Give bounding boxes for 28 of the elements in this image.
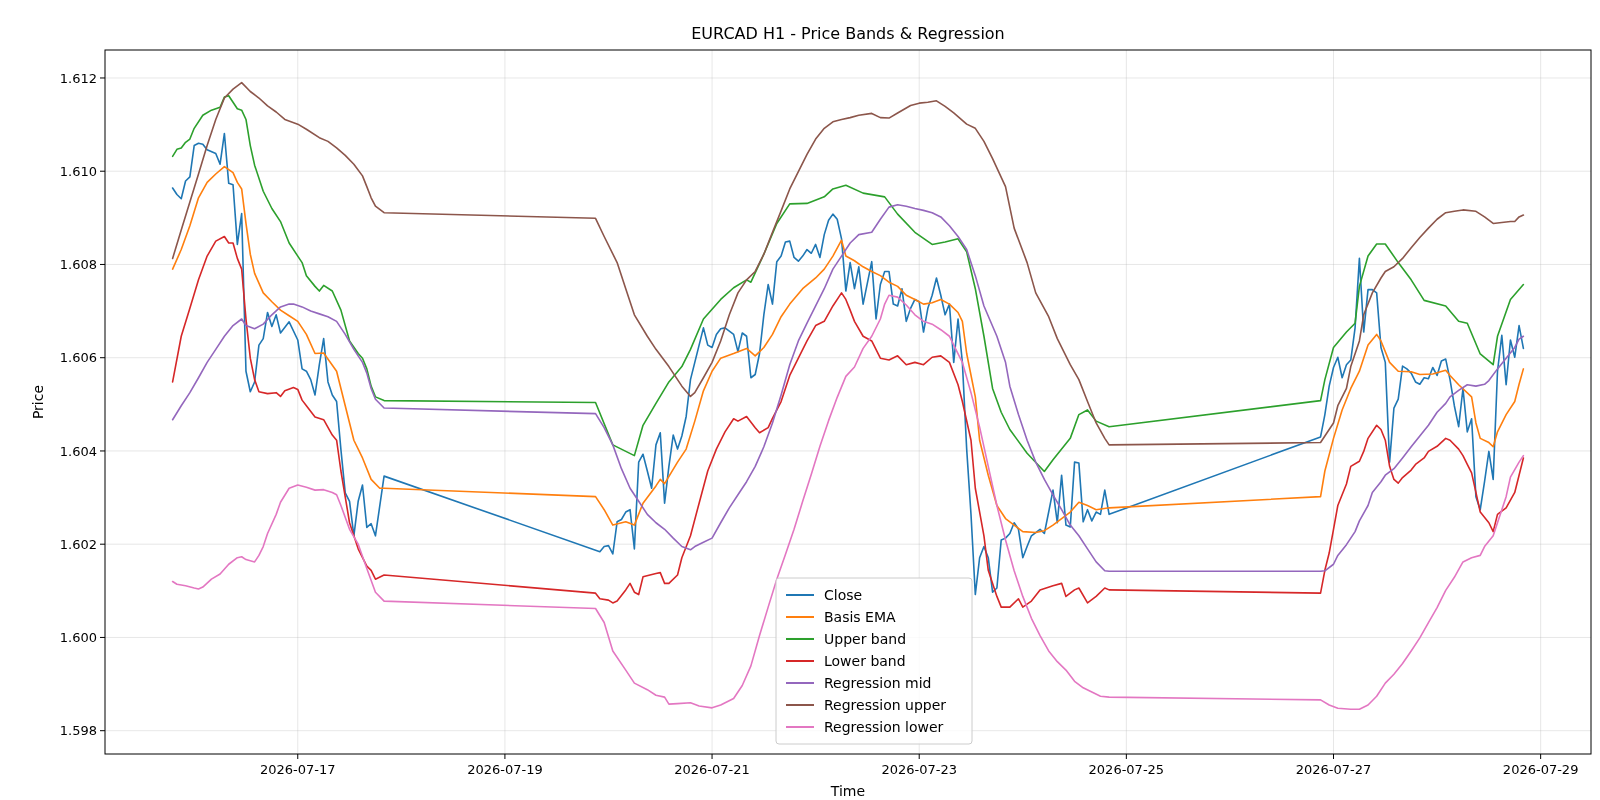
legend-label: Regression lower: [824, 718, 944, 735]
x-tick-label: 2026-07-21: [674, 762, 750, 777]
y-tick-label: 1.598: [59, 723, 97, 739]
y-tick-label: 1.600: [59, 629, 97, 645]
chart-title: EURCAD H1 - Price Bands & Regression: [691, 24, 1005, 43]
x-axis-title: Time: [829, 783, 866, 799]
legend-label: Lower band: [824, 652, 906, 669]
legend-label: Regression upper: [824, 696, 947, 713]
x-tick-label: 2026-07-23: [881, 762, 957, 777]
y-tick-label: 1.608: [59, 257, 97, 273]
y-tick-label: 1.612: [59, 70, 97, 86]
x-tick-label: 2026-07-25: [1088, 762, 1165, 777]
y-tick-label: 1.602: [59, 536, 97, 552]
legend-label: Upper band: [824, 630, 907, 647]
legend-label: Close: [824, 586, 863, 603]
y-tick-label: 1.604: [59, 443, 97, 459]
line-series: [171, 203, 1525, 573]
x-tick-label: 2026-07-27: [1295, 762, 1372, 777]
legend-label: Regression mid: [824, 674, 932, 691]
y-tick-label: 1.610: [59, 163, 97, 179]
x-tick-label: 2026-07-19: [467, 762, 543, 777]
y-tick-label: 1.606: [59, 350, 97, 366]
line-series: [171, 294, 1525, 711]
y-axis-title: Price: [30, 384, 46, 420]
legend-label: Basis EMA: [824, 608, 897, 625]
line-series: [171, 165, 1525, 534]
x-tick-label: 2026-07-29: [1502, 762, 1579, 777]
x-tick-label: 2026-07-17: [259, 762, 336, 777]
